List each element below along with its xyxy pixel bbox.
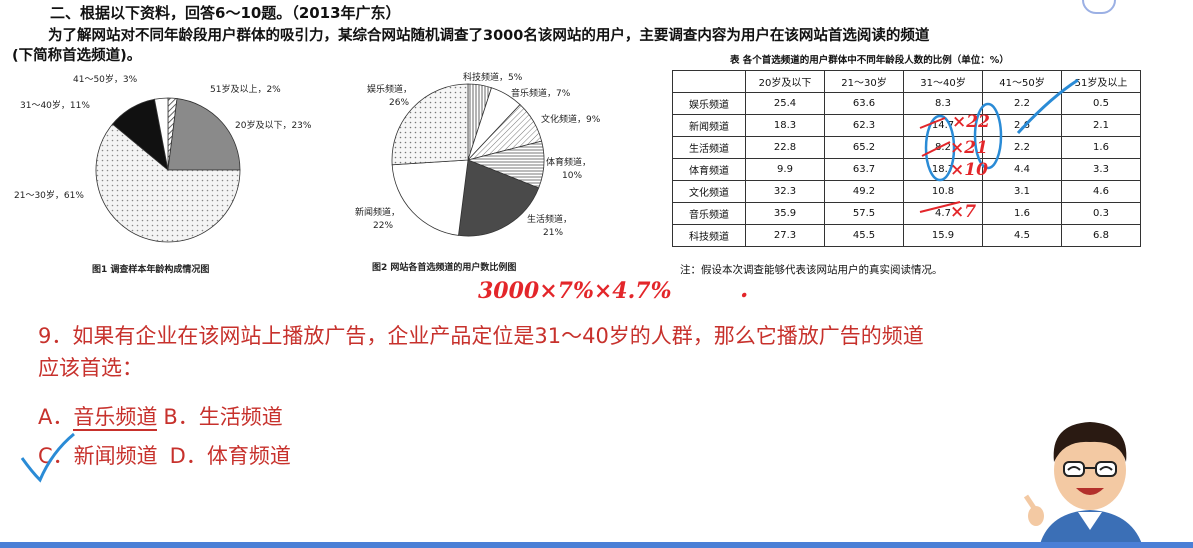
teacher-avatar [1023, 422, 1142, 544]
fig1-label-51plus: 51岁及以上，2% [210, 85, 281, 95]
option-row-ab: A．音乐频道 B．生活频道 [38, 401, 283, 431]
blue-circle-31-40 [924, 114, 956, 182]
annot-x21: ×21 [950, 138, 988, 158]
fig1-caption: 图1 调查样本年龄构成情况图 [92, 265, 210, 275]
question-line-2: 应该首选： [38, 356, 143, 380]
table-cell: 生活频道 [672, 136, 746, 159]
fig2-label-culture: 文化频道，9% [541, 115, 601, 125]
pie-slice [167, 98, 241, 171]
intro-line-2: (下简称首选频道)。 [12, 48, 142, 64]
table-cell: 57.5 [824, 202, 904, 225]
table-cell: 65.2 [824, 136, 904, 159]
fig2-ent-name: 娱乐频道， [367, 85, 413, 95]
annot-x22: ×22 [952, 112, 990, 132]
table-cell: 4.5 [982, 224, 1062, 247]
fig2-sports-name: 体育频道， [546, 158, 592, 168]
pie-slice [95, 123, 241, 243]
table-row: 科技频道 27.3 45.5 15.9 4.5 6.8 [672, 224, 1141, 247]
table-cell: 9.9 [745, 158, 825, 181]
table-cell: 25.4 [745, 92, 825, 115]
red-strike-3 [919, 201, 961, 213]
pie-slice [458, 159, 540, 237]
table-caption: 表 各个首选频道的用户群体中不同年龄段人数的比例（单位：%） [730, 55, 1009, 66]
question-line-1: 9．如果有企业在该网站上播放广告，企业产品定位是31～40岁的人群，那么它播放广… [38, 324, 924, 348]
handwriting-overlay [919, 78, 1079, 213]
pie-slice [391, 83, 469, 166]
age-pie-slices [95, 97, 241, 243]
table-cell: 18.3 [745, 114, 825, 137]
annot-dot: . [740, 274, 749, 303]
table-cell: 49.2 [824, 180, 904, 203]
channel-pie-chart [391, 83, 545, 237]
table-cell: 22.8 [745, 136, 825, 159]
fig2-label-sports: 体育频道， 10% [546, 157, 591, 183]
table-row: 娱乐频道 25.4 63.6 8.3 2.2 0.5 [672, 92, 1141, 115]
fig2-sports-val: 10% [562, 171, 583, 181]
pie-slice [154, 97, 169, 171]
fig1-label-20-below: 20岁及以下，23% [235, 121, 312, 131]
option-a-letter: A． [38, 405, 74, 429]
section-title: 二、根据以下资料，回答6～10题。（2013年广东） [50, 4, 401, 22]
table-cell: 科技频道 [672, 224, 746, 247]
option-a-text[interactable]: 音乐频道 [73, 405, 158, 431]
pie-slice [391, 159, 469, 236]
channel-pie-slices [391, 83, 545, 237]
table-cell: 27.3 [745, 224, 825, 247]
table-cell: 体育频道 [672, 158, 746, 181]
option-c-letter: C． [38, 444, 74, 468]
blue-check-stroke [1016, 78, 1079, 135]
option-d[interactable]: D．体育频道 [169, 444, 291, 468]
fig2-label-tech: 科技频道，5% [463, 73, 523, 83]
fig2-news-val: 22% [373, 221, 394, 231]
table-header-cell: 20岁及以下 [745, 70, 825, 93]
option-b[interactable]: B．生活频道 [163, 405, 283, 429]
fig2-life-name: 生活频道， [527, 215, 573, 225]
table-header-cell [672, 70, 746, 93]
fig2-label-life: 生活频道， 21% [527, 214, 572, 240]
annot-x7: ×7 [950, 202, 977, 222]
red-strike-2 [921, 141, 951, 157]
fig1-label-21-30: 21～30岁，61% [14, 191, 84, 201]
table-cell: 32.3 [745, 180, 825, 203]
blue-check-mark [20, 432, 75, 483]
bottom-bar [0, 542, 1193, 548]
table-cell: 音乐频道 [672, 202, 746, 225]
annot-formula: 3000×7%×4.7% [478, 278, 672, 304]
option-c-text[interactable]: 新闻频道 [73, 444, 158, 468]
top-toggle-button[interactable] [1082, 0, 1116, 14]
age-channel-table: 20岁及以下 21～30岁 31～40岁 41～50岁 51岁及以上 娱乐频道 … [672, 70, 1141, 247]
table-cell: 文化频道 [672, 180, 746, 203]
table-cell: 新闻频道 [672, 114, 746, 137]
fig2-label-news: 新闻频道， 22% [355, 207, 400, 233]
blue-circle-41-50 [973, 102, 1003, 170]
table-cell: 63.6 [824, 92, 904, 115]
table-row: 文化频道 32.3 49.2 10.8 3.1 4.6 [672, 180, 1141, 203]
age-pie-chart [95, 97, 241, 243]
table-cell: 63.7 [824, 158, 904, 181]
table-cell: 45.5 [824, 224, 904, 247]
red-strike-1 [919, 117, 946, 129]
table-cell: 6.8 [1061, 224, 1141, 247]
table-header-cell: 21～30岁 [824, 70, 904, 93]
fig2-label-music: 音乐频道，7% [511, 89, 571, 99]
question-stem: 9．如果有企业在该网站上播放广告，企业产品定位是31～40岁的人群，那么它播放广… [38, 320, 1178, 384]
fig2-ent-val: 26% [389, 98, 410, 108]
table-cell: 62.3 [824, 114, 904, 137]
table-cell: 娱乐频道 [672, 92, 746, 115]
fig1-label-41-50: 41～50岁，3% [73, 75, 138, 85]
table-row: 体育频道 9.9 63.7 18.7 4.4 3.3 [672, 158, 1141, 181]
fig2-label-entertainment: 娱乐频道， 26% [367, 84, 412, 110]
annot-x10: ×10 [950, 160, 988, 180]
table-cell: 35.9 [745, 202, 825, 225]
intro-line-1: 为了解网站对不同年龄段用户群体的吸引力，某综合网站随机调查了3000名该网站的用… [48, 28, 930, 44]
fig2-news-name: 新闻频道， [355, 208, 401, 218]
fig2-caption: 图2 网站各首选频道的用户数比例图 [372, 263, 517, 273]
fig2-life-val: 21% [543, 228, 564, 238]
option-row-cd: C．新闻频道 D．体育频道 [38, 440, 291, 470]
fig1-label-31-40: 31～40岁，11% [20, 101, 90, 111]
table-note: 注：假设本次调查能够代表该网站用户的真实阅读情况。 [680, 264, 943, 276]
intro-paragraph: 为了解网站对不同年龄段用户群体的吸引力，某综合网站随机调查了3000名该网站的用… [12, 26, 1162, 66]
